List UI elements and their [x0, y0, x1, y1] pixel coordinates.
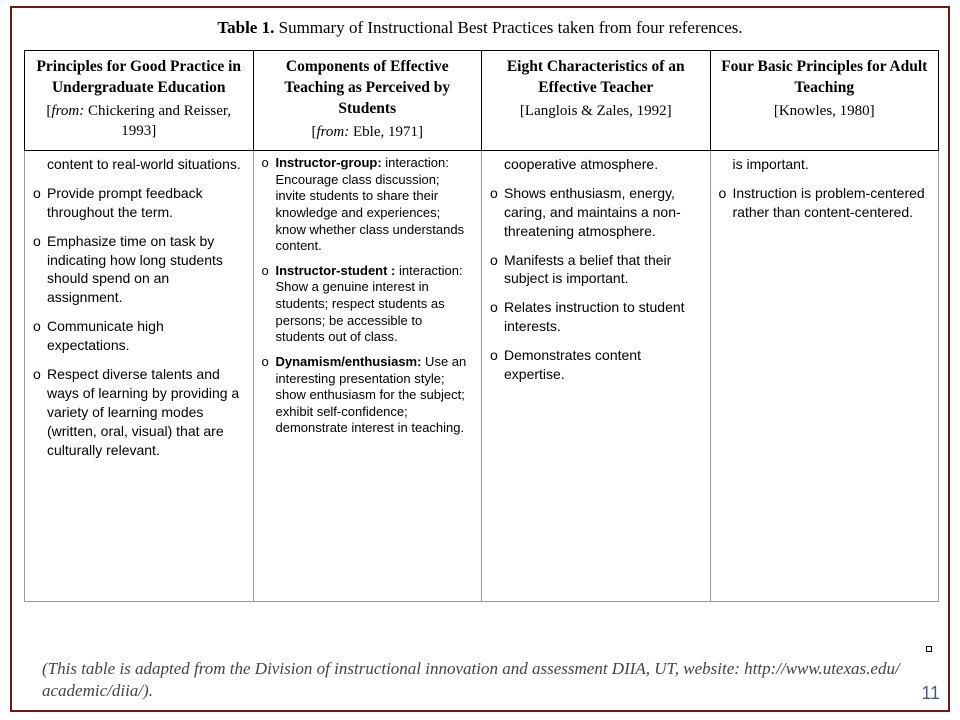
col-source: [Langlois & Zales, 1992] [488, 101, 704, 121]
caption-text: Summary of Instructional Best Practices … [279, 18, 743, 37]
cell-col-1: Instructor-group: interaction: Encourage… [253, 151, 482, 602]
col-title: Eight Characteristics of an Effective Te… [488, 57, 704, 99]
col-header-3: Four Basic Principles for Adult Teaching… [710, 51, 939, 151]
col-header-1: Components of Effective Teaching as Perc… [253, 51, 482, 151]
col-source: [from: Chickering and Reisser, 1993] [31, 101, 247, 142]
cell-col-0: content to real-world situations. Provide… [25, 151, 254, 602]
col-title: Principles for Good Practice in Undergra… [31, 57, 247, 99]
list-item: Demonstrates content expertise. [486, 346, 706, 384]
resize-handle-icon [926, 646, 932, 652]
list-item: Dynamism/enthusiasm: Use an interesting … [258, 354, 478, 437]
list-item: Relates instruction to student interests… [486, 298, 706, 336]
bullet-list: Instructor-group: interaction: Encourage… [258, 155, 478, 437]
table-body-row: content to real-world situations. Provide… [25, 151, 939, 602]
col-header-2: Eight Characteristics of an Effective Te… [482, 51, 711, 151]
page-number: 11 [921, 683, 940, 704]
col-title: Components of Effective Teaching as Perc… [260, 57, 476, 120]
item-lead: Instructor-student : [276, 263, 396, 278]
list-item: Shows enthusiasm, energy, caring, and ma… [486, 184, 706, 241]
list-item: Instruction is problem-centered rather t… [715, 184, 935, 222]
cell-col-2: cooperative atmosphere. Shows enthusiasm,… [482, 151, 711, 602]
table-container: Principles for Good Practice in Undergra… [24, 50, 939, 602]
table-header-row: Principles for Good Practice in Undergra… [25, 51, 939, 151]
list-item: content to real-world situations. [29, 155, 249, 174]
list-item: Provide prompt feedback throughout the t… [29, 184, 249, 222]
col-source: [Knowles, 1980] [717, 101, 933, 121]
list-item: Communicate high expectations. [29, 317, 249, 355]
caption-label: Table 1. [217, 18, 274, 37]
col-header-0: Principles for Good Practice in Undergra… [25, 51, 254, 151]
list-item: Instructor-group: interaction: Encourage… [258, 155, 478, 255]
table-footnote: (This table is adapted from the Division… [42, 658, 902, 702]
list-item: cooperative atmosphere. [486, 155, 706, 174]
item-lead: Dynamism/enthusiasm: [276, 354, 422, 369]
best-practices-table: Principles for Good Practice in Undergra… [24, 50, 939, 602]
item-lead: Instructor-group: [276, 155, 382, 170]
table-caption: Table 1. Summary of Instructional Best P… [12, 18, 948, 38]
list-item: is important. [715, 155, 935, 174]
col-source: [from: Eble, 1971] [260, 122, 476, 142]
bullet-list: cooperative atmosphere. Shows enthusiasm,… [486, 155, 706, 384]
list-item: Manifests a belief that their subject is… [486, 251, 706, 289]
bullet-list: content to real-world situations. Provide… [29, 155, 249, 459]
list-item: Instructor-student : interaction: Show a… [258, 263, 478, 346]
cell-col-3: is important. Instruction is problem-cent… [710, 151, 939, 602]
list-item: Respect diverse talents and ways of lear… [29, 365, 249, 459]
list-item: Emphasize time on task by indicating how… [29, 232, 249, 308]
slide-frame: Table 1. Summary of Instructional Best P… [10, 6, 950, 712]
bullet-list: is important. Instruction is problem-cent… [715, 155, 935, 222]
col-title: Four Basic Principles for Adult Teaching [717, 57, 933, 99]
